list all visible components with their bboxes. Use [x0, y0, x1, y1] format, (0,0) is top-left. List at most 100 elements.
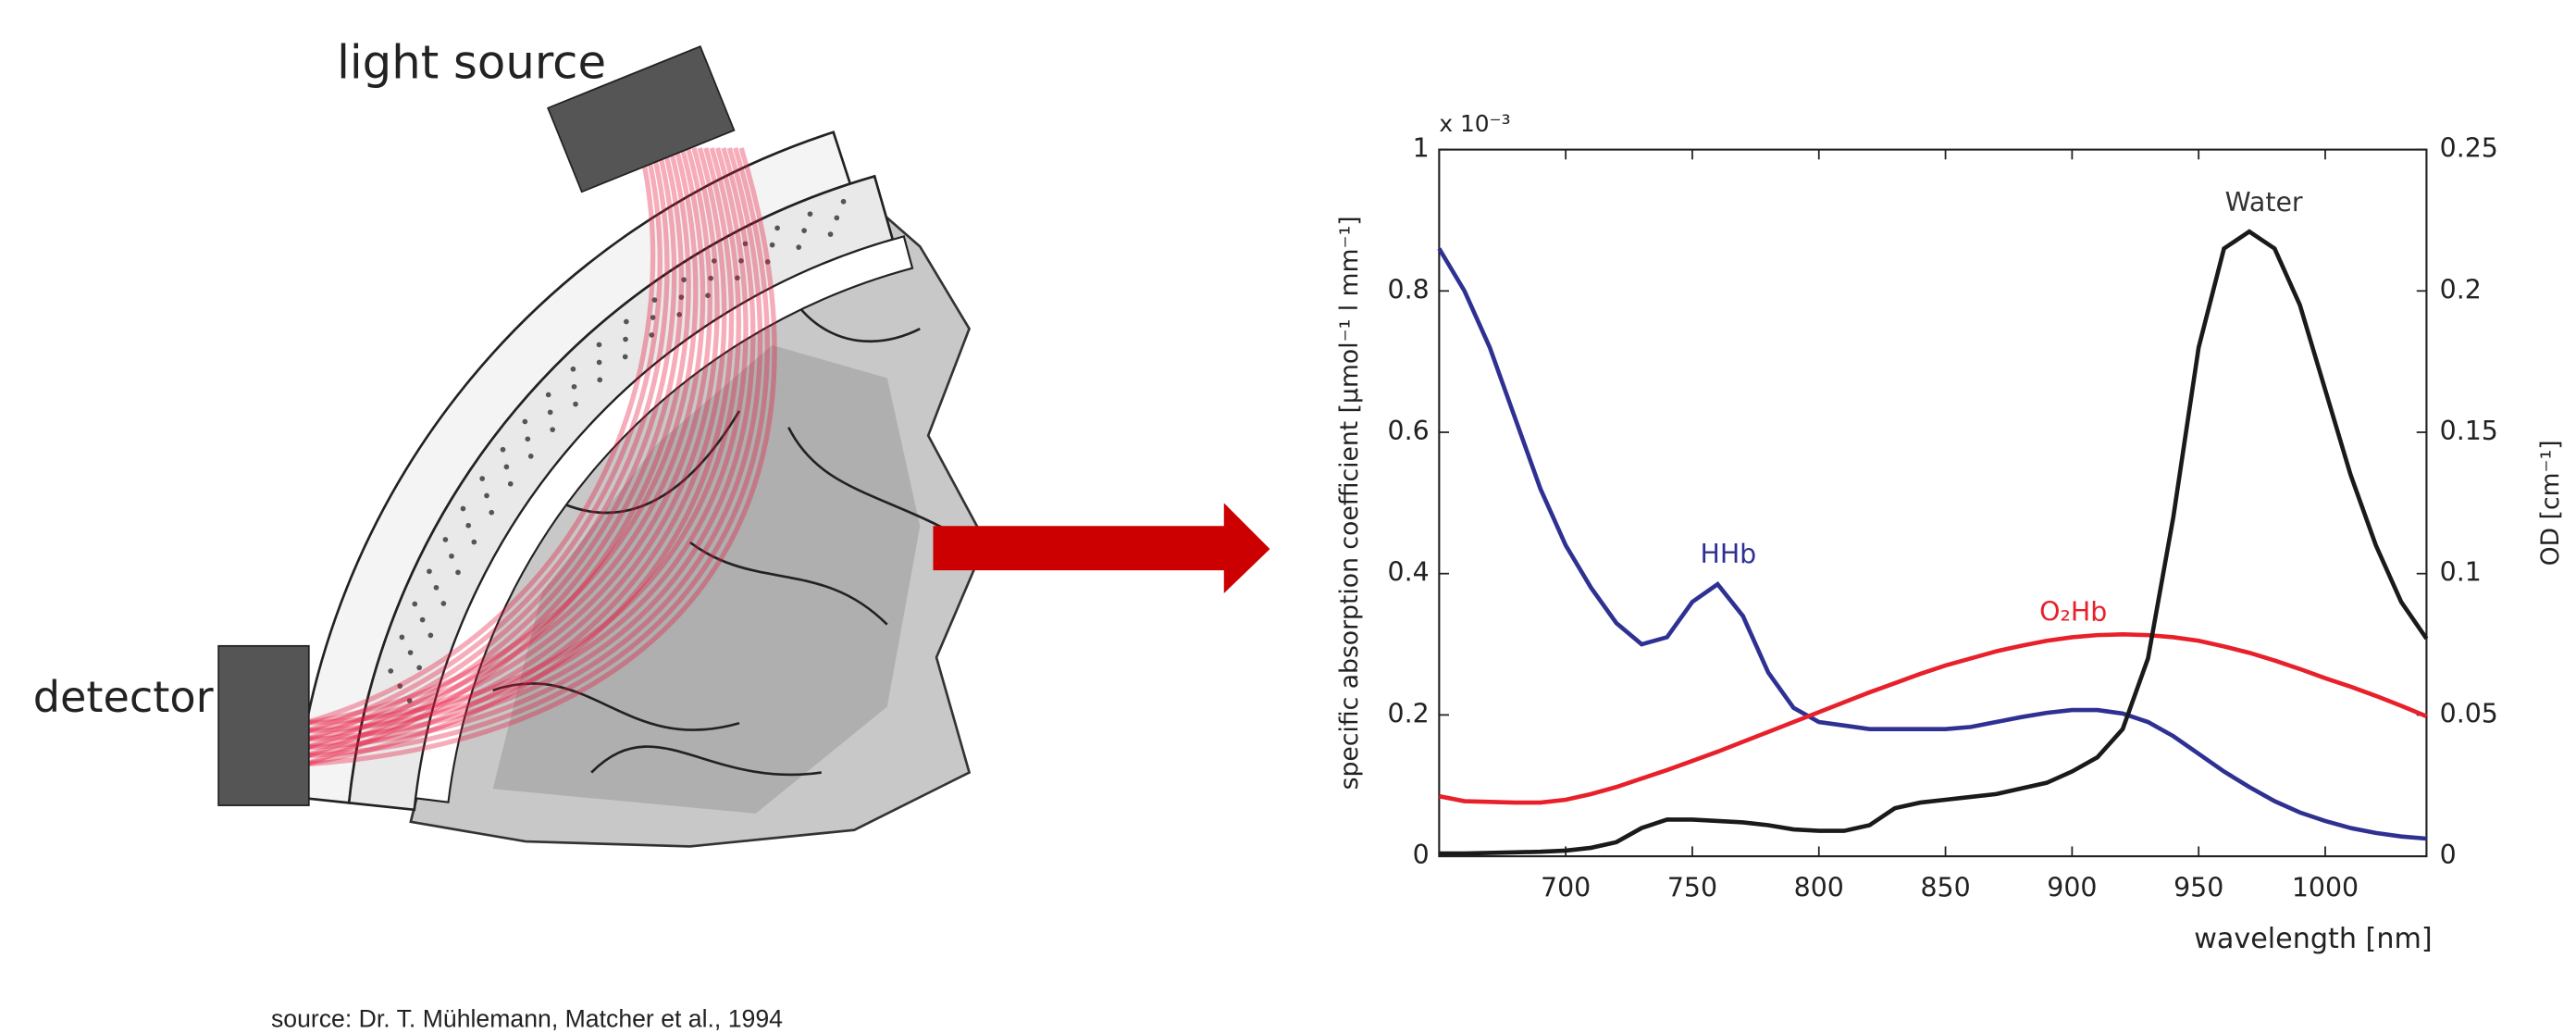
bone-pore [455, 569, 461, 576]
bone-pore [827, 231, 834, 237]
sulcus [590, 745, 822, 777]
sulcus [492, 682, 740, 731]
bone-pore [623, 336, 628, 342]
series-line [1439, 229, 2429, 856]
light-path [303, 147, 712, 742]
bone-pore [527, 454, 534, 459]
bone-pore [465, 522, 472, 529]
y-tick-label: 0.2 [1388, 698, 1430, 728]
bone-pore [570, 366, 576, 372]
bone-pore [407, 650, 414, 655]
bone-pore [545, 392, 551, 398]
bone-pore [705, 292, 711, 299]
bone-pore [525, 436, 531, 442]
bone-pore [622, 354, 628, 360]
light-path [303, 147, 677, 751]
bone-pore [412, 601, 418, 607]
bone-pore [479, 476, 486, 481]
bone-pore [650, 315, 656, 320]
bone-pore [796, 244, 802, 250]
bone-pore [489, 509, 495, 516]
bone-pore [573, 401, 578, 407]
x-tick-label: 900 [2047, 873, 2097, 903]
caption: source: Dr. T. Mühlemann, Matcher et al.… [271, 1005, 783, 1033]
light-source-label: light source [337, 36, 606, 90]
y2-tick-label: 0.05 [2440, 698, 2498, 728]
x-axis-label: wavelength [nm] [2194, 923, 2432, 955]
series-label: HHb [1700, 539, 1756, 569]
x-tick-label: 750 [1667, 873, 1717, 903]
bone-pore [442, 537, 449, 542]
light-path [303, 147, 706, 734]
bone-pore [503, 464, 510, 470]
bone-pore [764, 259, 771, 265]
light-path [303, 147, 684, 759]
bone-pore [678, 294, 685, 300]
bone-pore [500, 446, 506, 453]
bone-pore [419, 616, 426, 623]
light-path [303, 147, 699, 726]
bone-pore [571, 383, 577, 390]
bone-pore [774, 225, 780, 231]
detector [217, 644, 310, 806]
y-tick-label: 1 [1413, 133, 1430, 164]
light-path [303, 147, 741, 726]
bone-pore [807, 211, 813, 218]
y-axis-label: specific absorption coefficient [µmol⁻¹ … [1335, 216, 1364, 790]
bone-pore [596, 359, 602, 366]
bone-pore [769, 242, 775, 248]
light-path [303, 147, 663, 734]
bone-pore [399, 634, 405, 641]
bone-pore [840, 198, 847, 205]
sulcus [541, 410, 741, 515]
bone-pore [681, 277, 687, 283]
bone-pore [649, 332, 655, 338]
y2-tick-label: 0.25 [2440, 133, 2498, 164]
light-path [303, 147, 691, 767]
series-line [1438, 632, 2428, 805]
light-path [303, 147, 656, 726]
bone-pore [801, 228, 807, 233]
light-source [547, 45, 736, 193]
plot-frame [1438, 148, 2428, 858]
bone-pore [460, 505, 466, 512]
bone-pore [708, 275, 714, 281]
bone-pore [397, 683, 403, 689]
y2-tick-label: 0.1 [2440, 557, 2482, 588]
x-tick-label: 800 [1794, 873, 1844, 903]
series-label: O₂Hb [2039, 596, 2107, 627]
light-path [303, 147, 670, 742]
bone-pore [597, 377, 603, 383]
arrow [933, 503, 1270, 594]
light-path [303, 147, 770, 759]
bone-pore [711, 258, 717, 264]
bone-pore [547, 409, 553, 416]
y2-tick-label: 0 [2440, 840, 2457, 870]
bone-pore [522, 418, 528, 425]
bone-pore [427, 632, 434, 639]
y-tick-label: 0.6 [1388, 416, 1430, 446]
y-tick-label: 0 [1413, 840, 1430, 870]
bone-pore [471, 539, 477, 545]
light-path [303, 147, 727, 759]
bone-pore [651, 297, 658, 303]
bone-pore [427, 568, 432, 575]
x-tick-label: 850 [1920, 873, 1970, 903]
y-multiplier: x 10⁻³ [1439, 110, 1510, 137]
bone-pore [484, 492, 489, 499]
head-illustration [217, 45, 987, 848]
bone-pore [416, 665, 422, 671]
bone-pore [406, 698, 413, 703]
bone-pore [676, 311, 683, 317]
bone-pore [388, 668, 394, 674]
y2-tick-label: 0.2 [2440, 274, 2482, 305]
y-tick-label: 0.4 [1388, 557, 1430, 588]
x-tick-label: 1000 [2292, 873, 2359, 903]
chart: 700 750 800 850 900 950 1000 0 0.2 0.4 0.6 0.8 1 0 0.0… [1335, 110, 2565, 955]
detector-label: detector [33, 672, 214, 722]
sulcus [688, 541, 888, 626]
bone-pore [623, 318, 629, 325]
bone-pore [449, 553, 454, 559]
series-label: Water [2225, 187, 2303, 218]
